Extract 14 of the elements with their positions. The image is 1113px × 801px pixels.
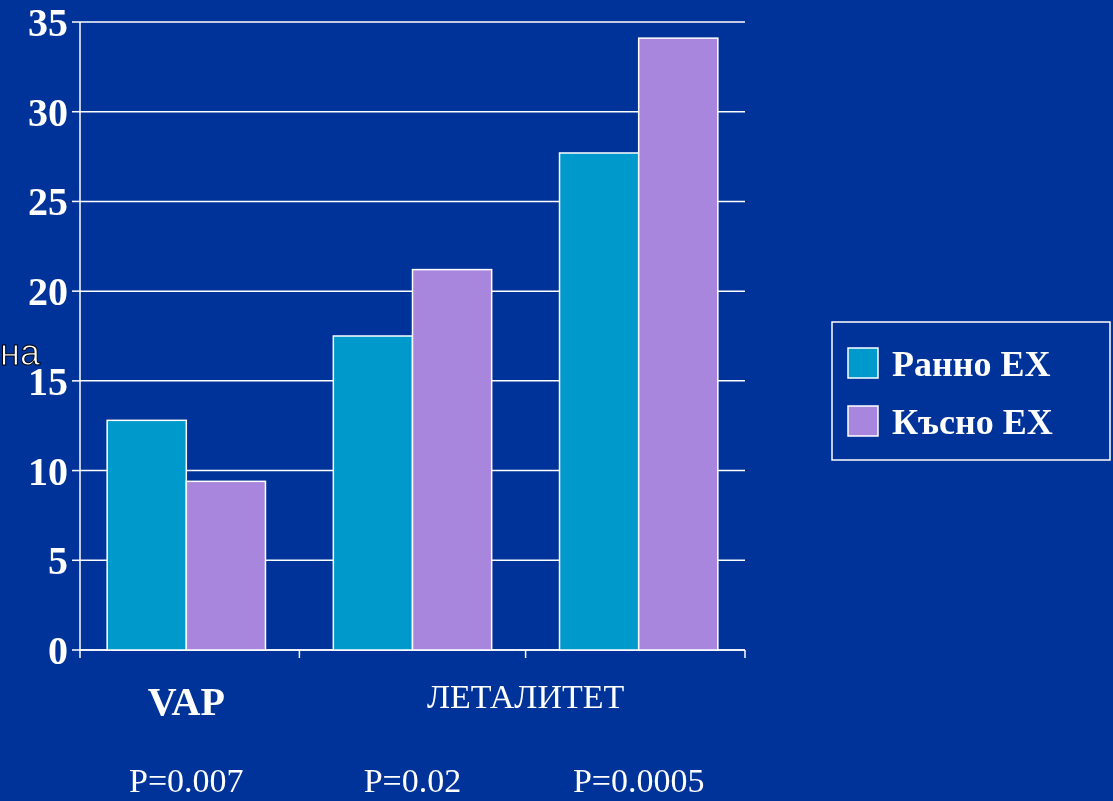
y-tick-label: 20 [28,269,68,315]
text: P=0.007 [129,762,244,799]
y-tick-label: 25 [28,179,68,225]
y-tick-label: 0 [48,628,68,673]
legend-label: Късно ЕХ [892,401,1053,442]
y-tick-label: 35 [28,0,68,45]
y-tick-label: 10 [28,448,68,494]
text: P=0.02 [363,762,462,799]
legend-label: Ранно ЕХ [892,343,1051,384]
y-tick-label: 30 [28,89,68,135]
text: P=0.0005 [572,762,705,799]
x-tick-label: VAP [147,679,225,724]
text: ЛЕТАЛИТЕТ [426,678,625,715]
y-tick-label: 5 [48,538,68,584]
